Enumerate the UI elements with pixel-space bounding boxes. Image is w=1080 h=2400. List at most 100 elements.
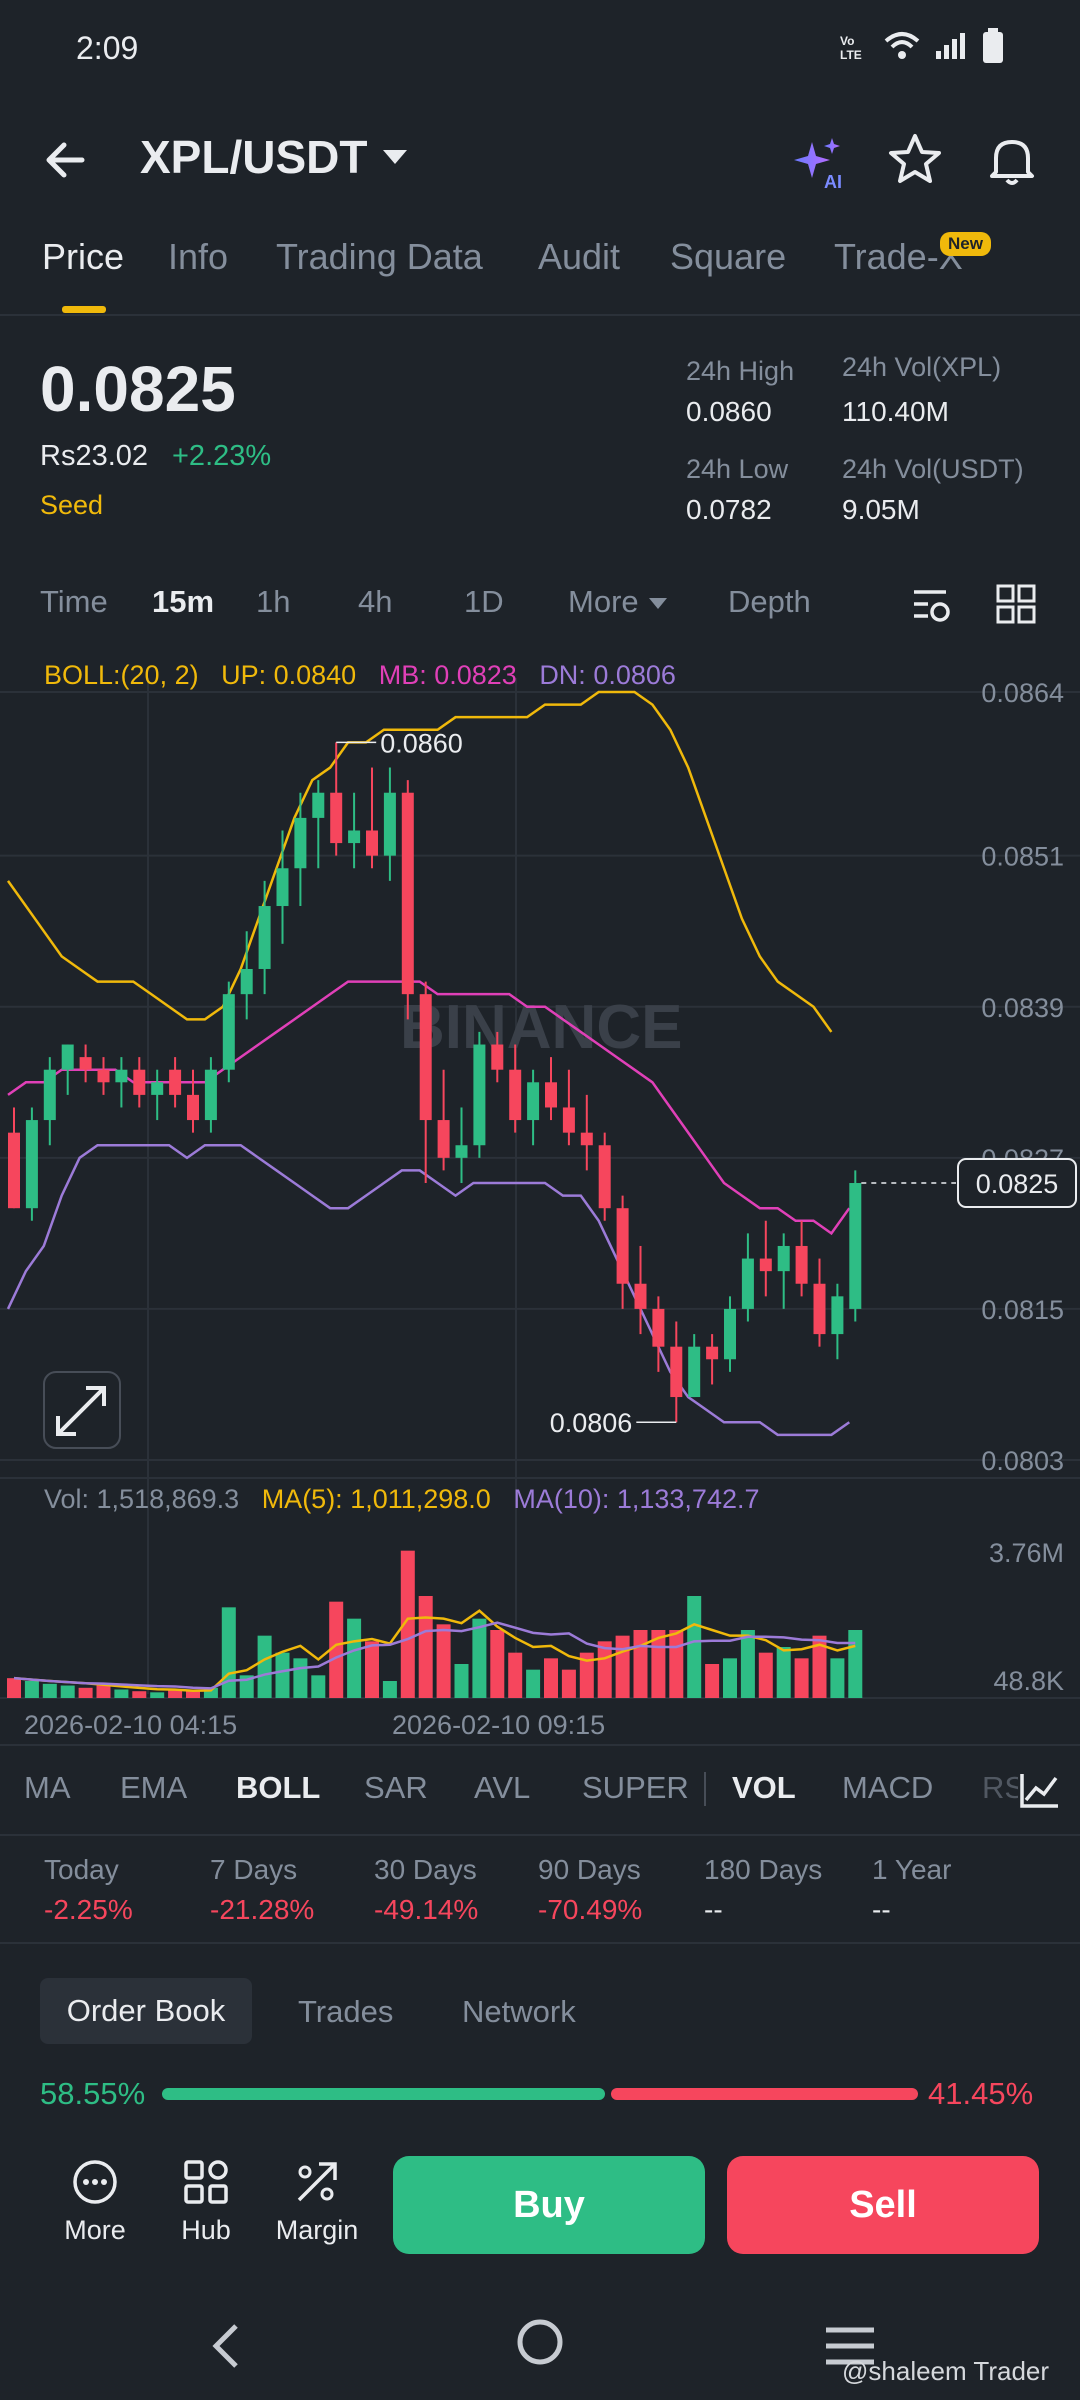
boll-legend: BOLL:(20, 2) UP: 0.0840 MB: 0.0823 DN: 0… — [44, 660, 676, 691]
pair-name: XPL/USDT — [140, 131, 368, 183]
interval-more[interactable]: More — [568, 584, 669, 620]
tab-square[interactable]: Square — [670, 236, 787, 277]
volume-bar — [794, 1658, 809, 1698]
indicator-ema[interactable]: EMA — [120, 1770, 188, 1805]
interval-depth[interactable]: Depth — [728, 584, 811, 619]
volume-bar — [723, 1658, 737, 1698]
candle-body — [724, 1308, 736, 1360]
volume-bar — [203, 1687, 218, 1698]
x-axis-label: 2026-02-10 04:15 — [24, 1710, 237, 1738]
candle-body — [8, 1132, 20, 1209]
notification-bell-icon[interactable] — [982, 130, 1042, 190]
chart-grid — [0, 678, 1080, 1699]
tab-audit[interactable]: Audit — [538, 236, 621, 277]
x-axis-labels: 2026-02-10 04:15 2026-02-10 09:15 — [24, 1710, 605, 1738]
volume-bar — [329, 1601, 344, 1698]
vol-tick-label: 48.8K — [993, 1666, 1064, 1696]
interval-1h[interactable]: 1h — [256, 584, 291, 619]
last-price: 0.0825 — [40, 353, 236, 425]
candle-body — [312, 792, 325, 818]
vol-ma10: MA(10): 1,133,742.7 — [513, 1484, 760, 1514]
stat-vol-base-value: 110.40M — [842, 396, 949, 427]
tab-network[interactable]: Network — [462, 1994, 576, 2029]
volume-bar — [615, 1635, 630, 1698]
stat-high-label: 24h High — [686, 356, 795, 386]
perf-value-180d: -- — [704, 1894, 723, 1925]
perf-value-90d: -70.49% — [538, 1894, 643, 1925]
indicator-settings-icon[interactable] — [1018, 1770, 1062, 1810]
indicator-avl[interactable]: AVL — [474, 1770, 531, 1805]
nav-recents-icon[interactable] — [820, 2316, 880, 2376]
hub-button[interactable]: Hub — [151, 2158, 261, 2246]
tab-trades[interactable]: Trades — [298, 1994, 394, 2029]
candle-body — [240, 968, 253, 995]
price-chart[interactable]: BINANCE 0.08640.08510.08390.08270.08150.… — [0, 648, 1080, 1738]
candle-body — [598, 1145, 611, 1209]
volume-bars — [7, 1550, 863, 1698]
volume-bar — [687, 1596, 702, 1698]
candle-body — [759, 1258, 772, 1272]
chart-settings-icon[interactable] — [910, 584, 954, 628]
indicator-vol[interactable]: VOL — [732, 1770, 796, 1805]
low-marker-label: 0.0806 — [550, 1408, 633, 1438]
seed-tag[interactable]: Seed — [40, 490, 104, 520]
volume-bar — [633, 1630, 648, 1698]
main-tabs: Price Info Trading Data Audit Square Tra… — [0, 236, 1080, 316]
perf-label-1y: 1 Year — [872, 1854, 952, 1885]
volume-bar — [472, 1618, 487, 1698]
tab-price[interactable]: Price — [42, 236, 125, 277]
indicator-super[interactable]: SUPER — [582, 1770, 689, 1805]
nav-back-icon[interactable] — [200, 2316, 260, 2376]
tab-info[interactable]: Info — [168, 236, 229, 277]
wifi-icon — [884, 32, 920, 59]
candle-body — [61, 1044, 74, 1070]
candle-body — [455, 1145, 468, 1158]
high-marker-label: 0.0860 — [380, 728, 463, 758]
more-label: More — [64, 2215, 126, 2245]
status-icons: Vo LTE — [840, 28, 1004, 64]
candle-body — [437, 1120, 450, 1158]
candle-body — [366, 830, 378, 856]
candle-body — [634, 1283, 647, 1309]
back-arrow-icon[interactable] — [40, 130, 100, 190]
interval-1d[interactable]: 1D — [464, 584, 504, 619]
vol-tick-label: 3.76M — [989, 1538, 1064, 1568]
perf-label-7d: 7 Days — [210, 1854, 298, 1885]
current-price-label: 0.0825 — [976, 1169, 1059, 1199]
ai-sparkle-icon[interactable]: AI — [790, 134, 850, 194]
more-button[interactable]: More — [40, 2158, 150, 2246]
indicator-ma[interactable]: MA — [24, 1770, 71, 1805]
bid-ratio: 58.55% — [40, 2076, 146, 2111]
perf-label-90d: 90 Days — [538, 1854, 641, 1885]
tab-trading-data[interactable]: Trading Data — [276, 236, 483, 277]
margin-button[interactable]: Margin — [262, 2158, 372, 2246]
ask-ratio: 41.45% — [928, 2076, 1034, 2111]
indicator-boll[interactable]: BOLL — [236, 1770, 321, 1805]
interval-15m[interactable]: 15m — [152, 584, 215, 619]
tab-order-book[interactable]: Order Book — [40, 1978, 252, 2044]
candle-body — [777, 1245, 790, 1272]
expand-chart-button[interactable] — [43, 1371, 121, 1449]
volume-bar — [150, 1692, 165, 1698]
volume-bar — [669, 1630, 684, 1698]
buy-button[interactable]: Buy — [393, 2156, 705, 2254]
price-markers: 0.0860 0.0806 0.0825 — [336, 728, 1077, 1438]
nav-home-icon[interactable] — [510, 2312, 570, 2372]
candle-body — [473, 1044, 486, 1146]
sell-button[interactable]: Sell — [727, 2156, 1039, 2254]
perf-value-7d: -21.28% — [210, 1894, 315, 1925]
volume-bar — [508, 1652, 523, 1698]
ask-ratio-bar — [611, 2088, 918, 2100]
pair-selector[interactable]: XPL/USDT — [140, 130, 409, 184]
interval-time[interactable]: Time — [40, 584, 108, 619]
boll-dn: DN: 0.0806 — [539, 660, 676, 690]
grid-layout-icon[interactable] — [996, 584, 1036, 624]
interval-4h[interactable]: 4h — [358, 584, 393, 619]
indicator-macd[interactable]: MACD — [842, 1770, 934, 1805]
favorite-star-icon[interactable] — [885, 130, 945, 190]
boll-lower-line — [6, 1143, 851, 1437]
x-axis-label: 2026-02-10 09:15 — [392, 1710, 605, 1738]
indicator-sar[interactable]: SAR — [364, 1770, 428, 1805]
candle-body — [419, 994, 432, 1121]
vol-ma5: MA(5): 1,011,298.0 — [261, 1484, 491, 1514]
